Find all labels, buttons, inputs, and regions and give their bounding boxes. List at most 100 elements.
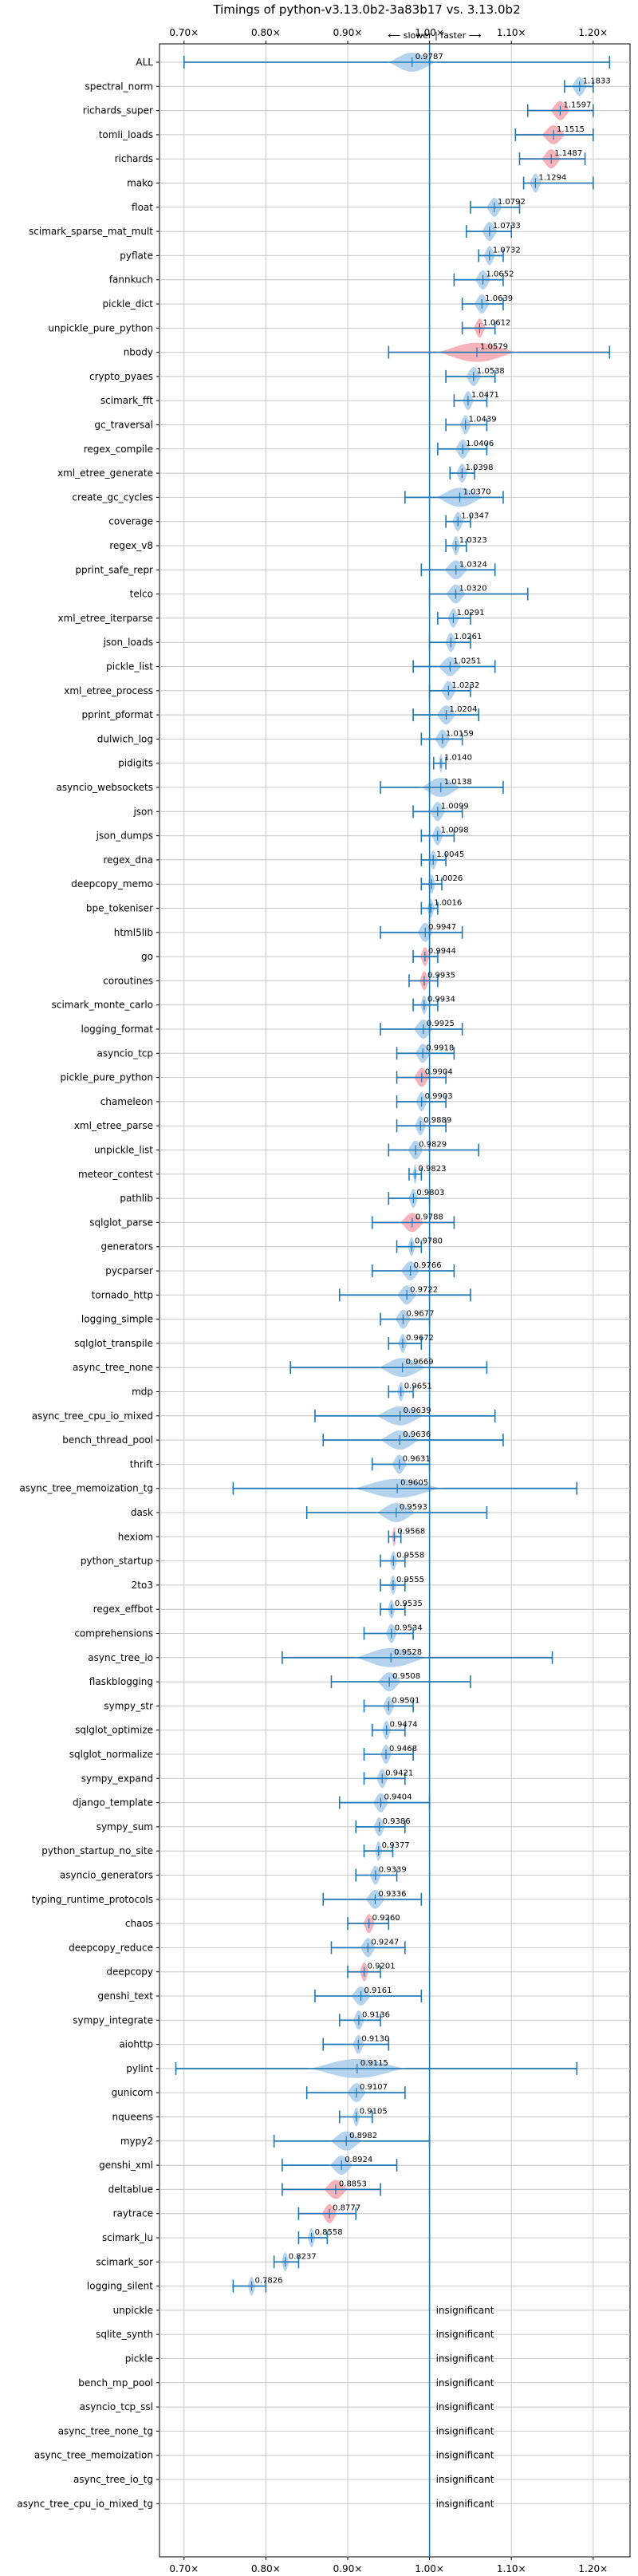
benchmark-label: async_tree_io [88, 1652, 153, 1663]
value-label: 0.9889 [423, 1116, 451, 1125]
value-label: 0.9636 [403, 1430, 431, 1439]
value-label: 1.0232 [451, 681, 479, 690]
value-label: 0.9639 [404, 1406, 431, 1415]
value-label: 1.0439 [469, 416, 497, 424]
value-label: 0.9903 [425, 1092, 453, 1101]
benchmark-label: async_tree_none_tg [58, 2425, 153, 2436]
benchmark-label: scimark_sparse_mat_mult [29, 226, 153, 237]
value-label: 0.8558 [315, 2228, 343, 2237]
value-label: 1.0639 [485, 294, 513, 303]
benchmark-label: comprehensions [74, 1628, 153, 1639]
x-tick-label-bottom: 0.70× [169, 2563, 199, 2574]
value-label: 0.9339 [379, 1866, 407, 1875]
benchmark-label: fannkuch [109, 274, 153, 286]
value-label: 0.9935 [427, 971, 455, 980]
benchmark-label: xml_etree_process [64, 685, 153, 696]
insignificant-label: insignificant [436, 2377, 494, 2389]
benchmark-label: python_startup [81, 1556, 153, 1567]
value-label: 0.9421 [385, 1769, 413, 1777]
benchmark-label: async_tree_none [73, 1362, 153, 1373]
value-label: 0.9534 [395, 1624, 423, 1633]
benchmark-label: deepcopy_reduce [69, 1942, 153, 1953]
value-label: 1.0652 [486, 270, 514, 279]
value-label: 0.9766 [414, 1261, 442, 1270]
benchmark-label: python_startup_no_site [41, 1845, 153, 1856]
value-label: 1.1597 [563, 101, 591, 110]
value-label: 0.9386 [383, 1817, 411, 1826]
value-label: 0.9555 [396, 1576, 424, 1584]
benchmark-label: pycparser [105, 1265, 153, 1276]
value-label: 1.0538 [477, 367, 505, 376]
benchmark-label: pathlib [120, 1193, 153, 1204]
benchmark-label: pylint [126, 2063, 153, 2074]
value-label: 0.9904 [425, 1068, 453, 1077]
chart-subtitle: ⟵ slower | faster ⟶ [388, 30, 482, 41]
value-label: 0.9651 [404, 1383, 432, 1391]
benchmark-label: sqlglot_normalize [69, 1749, 153, 1760]
value-label: 1.0471 [471, 391, 499, 400]
x-tick-label-bottom: 0.90× [333, 2563, 363, 2574]
benchmark-label: hexiom [118, 1531, 153, 1542]
value-label: 1.0370 [463, 487, 491, 496]
value-label: 0.9568 [397, 1527, 425, 1536]
benchmark-label: pprint_safe_repr [75, 564, 153, 575]
value-label: 0.8237 [289, 2252, 317, 2261]
value-label: 0.7826 [255, 2277, 283, 2286]
benchmark-label: deltablue [108, 2183, 153, 2195]
violin-layer [175, 44, 611, 2557]
benchmark-label: telco [130, 589, 153, 600]
value-label: 0.8924 [345, 2156, 372, 2164]
benchmark-label: sqlglot_parse [89, 1217, 153, 1228]
value-label: 0.9558 [396, 1552, 424, 1560]
value-label: 1.0140 [444, 754, 472, 763]
value-label: 0.9669 [406, 1358, 434, 1367]
value-label: 0.9803 [416, 1189, 444, 1197]
benchmark-label: gc_traversal [94, 420, 153, 431]
benchmark-label: asyncio_websockets [57, 782, 153, 793]
value-label: 0.9107 [360, 2083, 388, 2092]
x-tick-label-bottom: 1.00× [415, 2563, 444, 2574]
value-label: 0.9672 [406, 1334, 434, 1343]
value-label: 1.0323 [459, 536, 487, 545]
benchmark-label: scimark_lu [102, 2232, 153, 2243]
benchmark-label: async_tree_memoization [34, 2450, 153, 2461]
benchmark-label: xml_etree_parse [74, 1120, 153, 1131]
value-label: 0.9947 [428, 923, 456, 932]
benchmark-label: bench_mp_pool [78, 2377, 153, 2389]
value-label: 1.1833 [583, 77, 611, 85]
value-label: 1.0792 [498, 198, 526, 207]
label-layer: 0.9787 1.1833 1.1597 1.1515 1.1487 1.1294 1.07… [255, 53, 611, 2509]
benchmark-label: logging_format [81, 1024, 153, 1035]
value-label: 1.0026 [435, 874, 463, 883]
benchmark-label: nqueens [112, 2112, 153, 2123]
benchmark-label: unpickle [113, 2305, 153, 2316]
benchmark-label: async_tree_io_tg [73, 2474, 153, 2485]
value-label: 0.9593 [400, 1503, 427, 1512]
benchmark-label: dask [131, 1507, 153, 1518]
benchmark-label: async_tree_cpu_io_mixed [32, 1410, 153, 1422]
benchmark-label: regex_effbot [93, 1604, 154, 1615]
benchmark-label: logging_silent [87, 2281, 153, 2292]
benchmark-label: mako [127, 178, 153, 189]
benchmark-label: json_dumps [96, 830, 153, 842]
benchmark-label: sqlite_synth [96, 2329, 153, 2340]
benchmark-label: xml_etree_iterparse [57, 613, 153, 624]
value-label: 0.9788 [415, 1213, 443, 1221]
value-label: 1.0159 [446, 729, 474, 738]
value-label: 0.9161 [364, 1986, 392, 1995]
insignificant-label: insignificant [436, 2305, 494, 2316]
benchmark-label: bench_thread_pool [62, 1434, 153, 1446]
benchmark-label: regex_compile [84, 444, 153, 455]
grid-layer [160, 44, 630, 2557]
value-label: 0.9201 [368, 1963, 396, 1971]
benchmark-label: genshi_text [98, 1990, 154, 2002]
value-label: 0.9115 [360, 2059, 388, 2068]
benchmark-label: pickle_list [106, 661, 153, 673]
benchmark-label: tomli_loads [99, 129, 153, 140]
value-label: 1.0291 [456, 609, 484, 617]
benchmark-label: mypy2 [120, 2136, 153, 2147]
value-label: 0.9934 [427, 996, 455, 1004]
benchmark-label: flaskblogging [89, 1676, 153, 1687]
benchmark-label: dulwich_log [97, 733, 153, 744]
value-label: 0.8853 [339, 2180, 367, 2188]
